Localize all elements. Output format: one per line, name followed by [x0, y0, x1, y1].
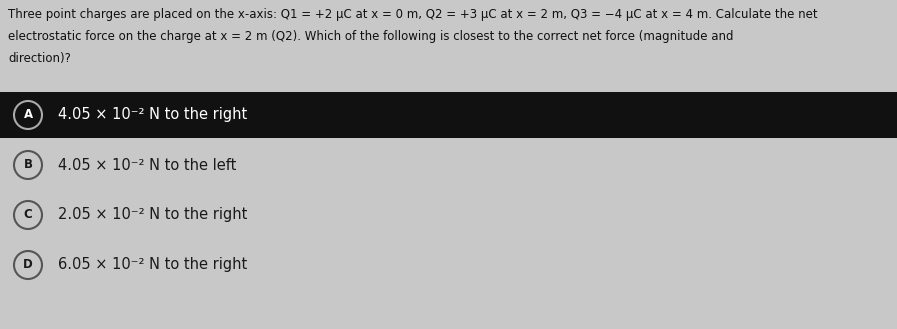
- Text: A: A: [23, 109, 32, 121]
- Circle shape: [14, 201, 42, 229]
- Text: Three point charges are placed on the x-axis: Q1 = +2 μC at x = 0 m, Q2 = +3 μC : Three point charges are placed on the x-…: [8, 8, 818, 21]
- Circle shape: [14, 251, 42, 279]
- Bar: [0, 242, 897, 288]
- Bar: [0, 92, 897, 138]
- Circle shape: [14, 101, 42, 129]
- Text: direction)?: direction)?: [8, 52, 71, 65]
- Text: C: C: [23, 209, 32, 221]
- Bar: [0, 192, 897, 238]
- Circle shape: [14, 151, 42, 179]
- Text: 4.05 × 10⁻² N to the right: 4.05 × 10⁻² N to the right: [58, 108, 248, 122]
- Text: electrostatic force on the charge at x = 2 m (Q2). Which of the following is clo: electrostatic force on the charge at x =…: [8, 30, 734, 43]
- Text: 2.05 × 10⁻² N to the right: 2.05 × 10⁻² N to the right: [58, 208, 248, 222]
- Text: D: D: [23, 259, 33, 271]
- Text: 6.05 × 10⁻² N to the right: 6.05 × 10⁻² N to the right: [58, 258, 248, 272]
- Text: B: B: [23, 159, 32, 171]
- Bar: [0, 142, 897, 188]
- Text: 4.05 × 10⁻² N to the left: 4.05 × 10⁻² N to the left: [58, 158, 237, 172]
